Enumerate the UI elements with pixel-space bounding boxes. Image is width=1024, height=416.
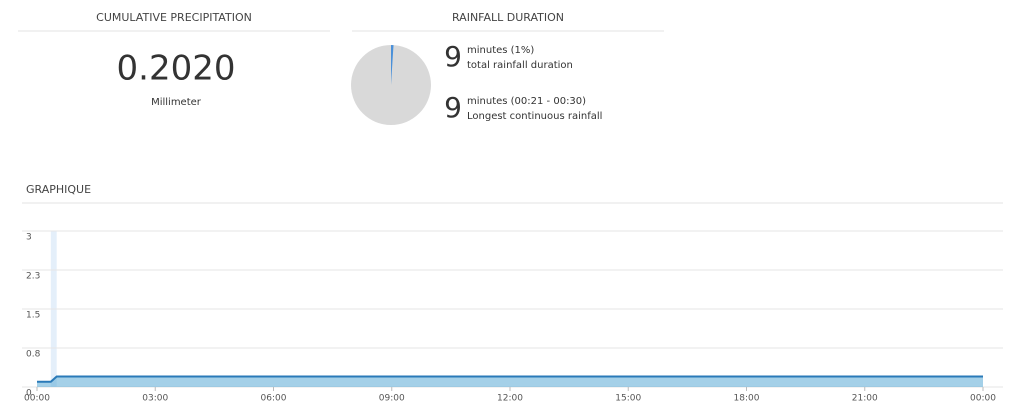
x-tick-label: 15:00 <box>615 394 641 404</box>
stat-number: 9 <box>444 40 462 73</box>
x-tick-label: 06:00 <box>261 394 287 404</box>
y-tick-label: 0.8 <box>26 350 41 360</box>
x-tick-label: 12:00 <box>497 394 523 404</box>
card-title: CUMULATIVE PRECIPITATION <box>96 11 252 24</box>
pie-slice <box>391 45 394 85</box>
stat-label: minutes (1%) <box>467 45 534 56</box>
x-tick-label: 00:00 <box>24 394 50 404</box>
line <box>37 375 983 383</box>
stat-caption: Longest continuous rainfall <box>467 111 602 122</box>
precipitation-value: 0.2020 <box>117 49 236 89</box>
x-tick-label: 00:00 <box>970 394 996 404</box>
stat-number: 9 <box>444 91 462 124</box>
plot: 0 0.8 1.5 2.3 3 00:00 03:00 06:00 09:00 12:00 15:0… <box>22 230 1003 404</box>
x-tick-label: 21:00 <box>852 394 878 404</box>
card-title: RAINFALL DURATION <box>452 11 564 24</box>
unit: Millimeter <box>151 97 202 108</box>
y-tick-label: 1.5 <box>26 311 40 321</box>
area <box>37 376 983 387</box>
stat-label: minutes (00:21 - 00:30) <box>467 96 586 107</box>
x-tick-label: 09:00 <box>379 394 405 404</box>
x-tick-label: 03:00 <box>142 394 168 404</box>
x-tick-label: 18:00 <box>734 394 760 404</box>
stat-caption: total rainfall duration <box>467 60 573 71</box>
y-tick-label: 0 <box>26 389 32 399</box>
chart-title: GRAPHIQUE <box>26 183 91 196</box>
y-tick-label: 2.3 <box>26 272 40 282</box>
y-tick-label: 3 <box>26 233 32 243</box>
